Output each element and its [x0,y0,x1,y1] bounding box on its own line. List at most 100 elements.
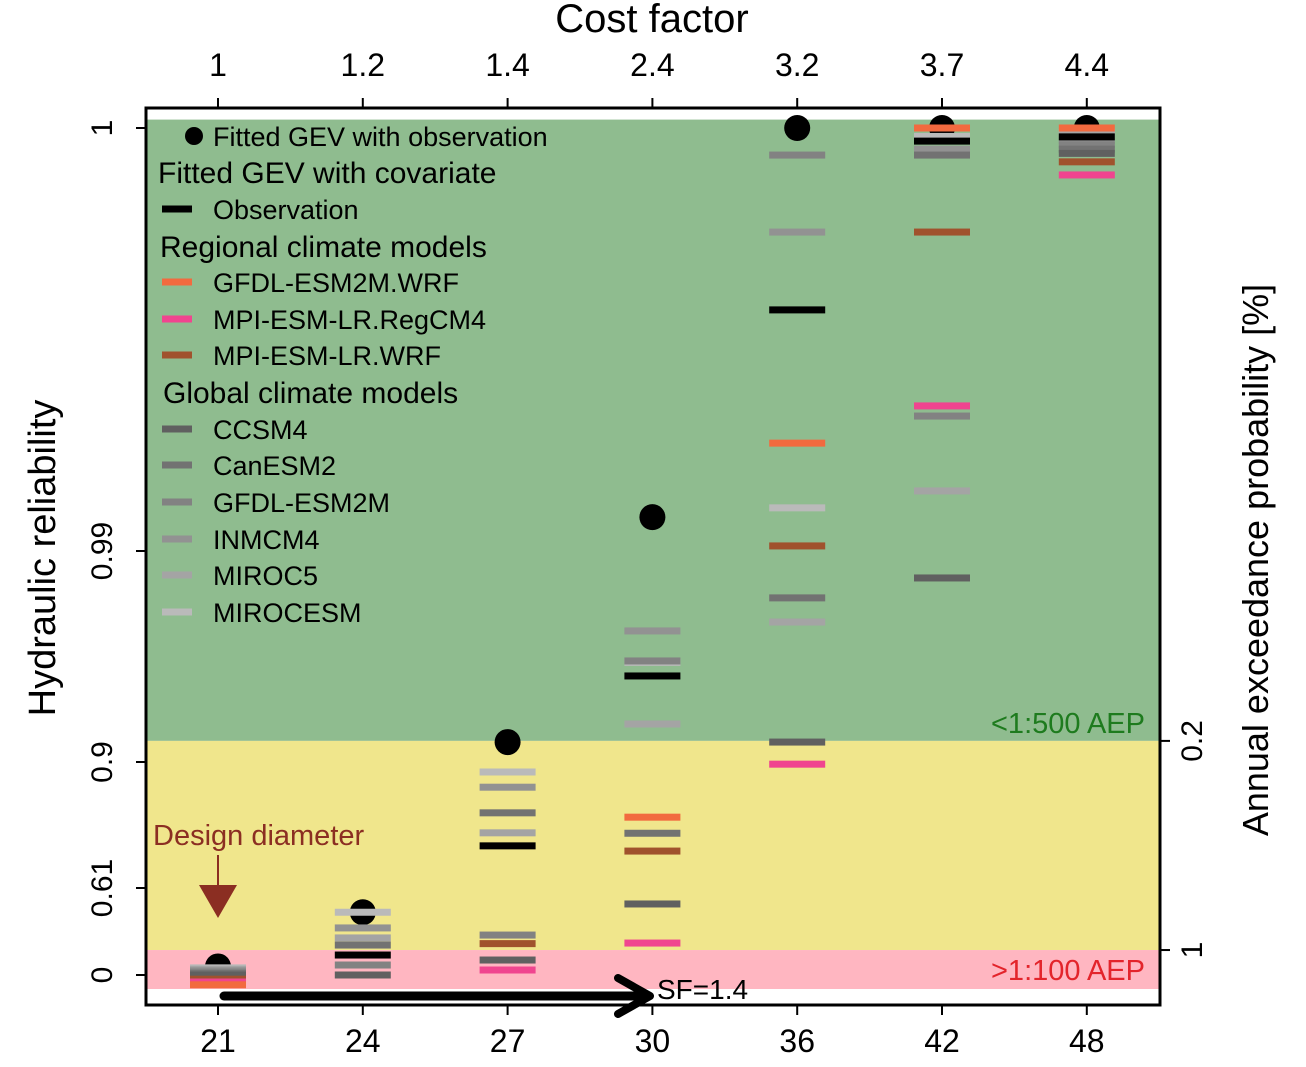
top-axis-title: Cost factor [555,0,748,41]
right-tick-label: 0.2 [1176,720,1209,762]
bar-miroc5 [479,829,536,837]
band-2 [146,950,1160,989]
bar-miroc5 [624,720,681,728]
gev-observation-dot [639,504,666,531]
bar-mpi-esm-lr-wrf [769,542,826,550]
legend-heading-regional: Regional climate models [160,231,487,264]
bar-mpi-esm-lr-wrf [479,940,536,948]
safety-factor-label: SF=1.4 [657,974,748,1005]
bar-ccsm4 [914,574,970,582]
left-tick-label: 0.9 [86,741,119,783]
bar-inmcm4 [334,924,391,932]
bar-canesm2 [914,151,970,159]
bar-miroc5 [334,934,391,942]
bar-mpi-esm-lr-regcm4 [769,760,826,768]
legend-swatch [162,315,192,323]
bar-canesm2 [1058,145,1115,153]
bar-canesm2 [769,594,826,602]
bar-observation [624,672,681,680]
bar-gfdl-esm2m-wrf [624,813,681,821]
bar-observation [769,306,826,314]
left-tick-label: 1 [86,120,119,137]
top-tick-label: 1 [209,47,227,83]
bar-observation [479,842,536,850]
bar-miroc5 [914,487,970,495]
bar-canesm2 [479,809,536,817]
band-1 [146,740,1160,951]
bar-mpi-esm-lr-wrf [914,228,970,236]
bottom-tick-label: 42 [924,1023,960,1059]
bottom-tick-label: 36 [779,1023,815,1059]
legend-swatch [162,571,192,579]
legend-label: INMCM4 [213,525,320,555]
bar-gfdl-esm2m-wrf [914,124,970,132]
bar-miroc5 [769,618,826,626]
legend-swatch [162,351,192,359]
bar-inmcm4 [624,627,681,635]
left-axis-title: Hydraulic reliability [22,400,64,717]
bottom-tick-label: 27 [490,1023,526,1059]
bar-mpi-esm-lr-wrf [1058,158,1115,166]
bar-mpi-esm-lr-regcm4 [1058,171,1115,179]
band-label-0: <1:500 AEP [991,708,1145,740]
bar-gfdl-esm2m [914,412,970,420]
bar-mirocesm [479,768,536,776]
bottom-tick-label: 48 [1069,1023,1105,1059]
bar-inmcm4 [1058,137,1115,145]
bottom-tick-label: 21 [200,1023,236,1059]
bar-gfdl-esm2m-wrf [769,439,826,447]
bar-observation [914,137,970,145]
top-tick-label: 3.2 [775,47,819,83]
legend-label: Observation [213,195,359,225]
bar-canesm2 [624,829,681,837]
legend-label: MIROC5 [213,561,318,591]
left-tick-label: 0.99 [86,522,119,580]
bar-mpi-esm-lr-regcm4 [479,966,536,974]
bar-ccsm4 [769,738,826,746]
bar-ccsm4 [1058,149,1115,157]
legend-heading-global: Global climate models [163,377,458,410]
bar-gfdl-esm2m [479,931,536,939]
bar-mpi-esm-lr-wrf [624,847,681,855]
bar-inmcm4 [914,145,970,153]
bar-gfdl-esm2m [334,961,391,969]
top-tick-label: 1.2 [341,47,385,83]
bar-mirocesm [769,504,826,512]
design-arrow-head [199,885,237,918]
safety-factor-arrowhead [614,974,654,1018]
legend-label: MIROCESM [213,598,362,628]
bar-mirocesm [334,908,391,916]
gev-observation-dot [494,729,521,756]
bar-gfdl-esm2m [624,657,681,665]
legend-label: GFDL-ESM2M [213,488,390,518]
left-tick-label: 0 [86,967,119,984]
bar-mpi-esm-lr-regcm4 [624,939,681,947]
left-tick-label: 0.61 [86,859,119,917]
bar-inmcm4 [479,783,536,791]
bar-canesm2 [334,941,391,949]
legend-dot-label: Fitted GEV with observation [213,122,548,152]
legend-swatch [162,461,192,469]
right-tick-label: 1 [1176,942,1209,959]
bottom-tick-label: 24 [345,1023,381,1059]
bar-mirocesm [914,132,970,140]
bar-ccsm4 [624,900,681,908]
legend-label: CanESM2 [213,451,336,481]
legend-swatch [162,498,192,506]
bar-ccsm4 [190,971,246,979]
legend-dot-marker [185,127,203,145]
top-tick-label: 4.4 [1065,47,1109,83]
legend-label: MPI-ESM-LR.WRF [213,341,441,371]
bar-gfdl-esm2m [1058,141,1115,149]
bar-gfdl-esm2m [769,151,826,159]
legend-swatch [162,535,192,543]
legend-swatch [162,608,192,616]
bar-ccsm4 [479,956,536,964]
legend-swatch [162,278,192,286]
legend-label: CCSM4 [213,415,308,445]
legend-label: MPI-ESM-LR.RegCM4 [213,305,486,335]
gev-observation-dot [784,115,811,141]
bar-gfdl-esm2m-wrf [190,981,246,989]
top-tick-label: 1.4 [485,47,529,83]
